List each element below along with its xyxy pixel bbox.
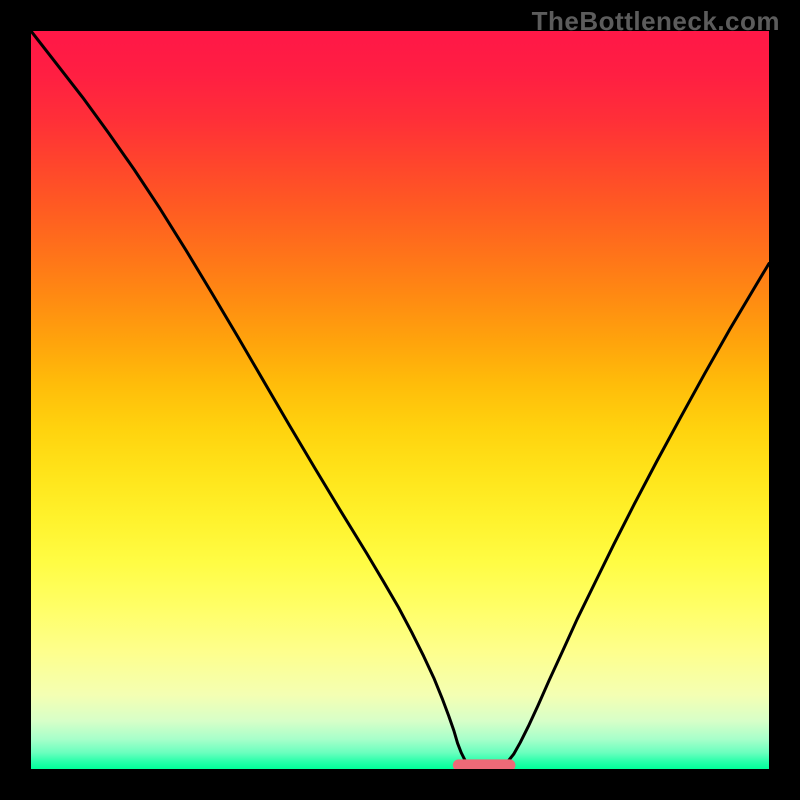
watermark-text: TheBottleneck.com [532,6,780,37]
gradient-background [31,31,769,769]
bottleneck-plot [31,31,769,769]
optimum-marker [453,759,516,769]
